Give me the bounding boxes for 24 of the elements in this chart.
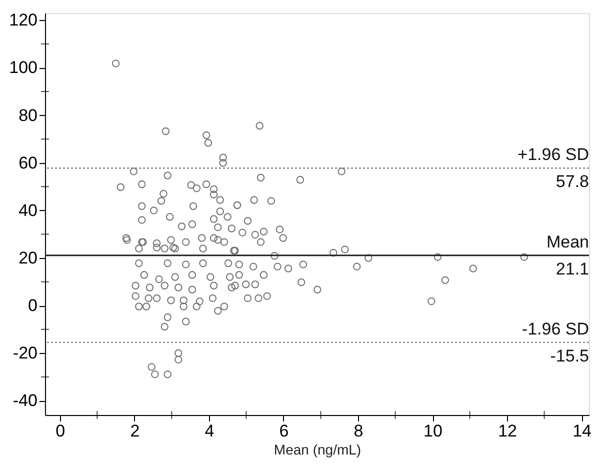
x-tick-label: 4 (204, 422, 214, 440)
y-tick-label: 40 (18, 200, 38, 220)
y-tick-label: 80 (18, 106, 38, 125)
ref-line-label: Mean (546, 232, 589, 252)
x-tick-label: 10 (424, 422, 442, 440)
annotation: 21.1 (556, 259, 589, 278)
y-tick-label: -40 (12, 391, 38, 410)
x-tick-label: 8 (354, 422, 364, 440)
x-tick-label: 6 (279, 422, 289, 440)
x-axis-title: Mean (ng/mL) (274, 442, 362, 458)
x-tick-label: 12 (498, 422, 517, 440)
annotation: -15.5 (550, 346, 589, 366)
ref-line-label: -1.96 SD (522, 319, 589, 338)
y-tick-label: 100 (9, 58, 38, 78)
annotation: 57.8 (556, 172, 589, 192)
y-tick-label: 20 (18, 248, 38, 268)
y-tick-label: 0 (28, 296, 38, 316)
y-tick-label: -20 (12, 344, 38, 363)
ref-line-label: +1.96 SD (518, 145, 589, 164)
x-tick-label: 14 (572, 422, 592, 440)
x-tick-label: 0 (56, 422, 66, 440)
x-tick-label: 2 (130, 422, 140, 440)
y-tick-label: 120 (9, 10, 38, 30)
y-tick-label: 60 (18, 153, 38, 172)
